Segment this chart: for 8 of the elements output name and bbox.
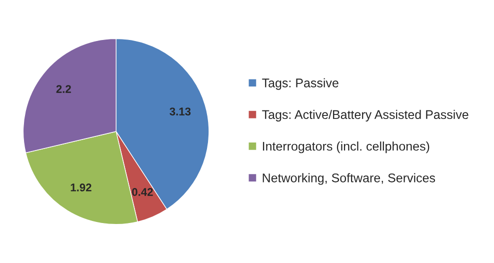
data-label: 3.13 [170,108,191,116]
data-label: 0.42 [132,188,153,196]
data-label: 2.2 [56,85,71,93]
data-label: 1.92 [70,184,92,192]
legend-label: Tags: Active/Battery Assisted Passive [262,110,468,122]
legend-label: Networking, Software, Services [262,173,436,185]
legend-label: Tags: Passive [262,78,338,90]
legend-label: Interrogators (incl. cellphones) [262,142,430,154]
